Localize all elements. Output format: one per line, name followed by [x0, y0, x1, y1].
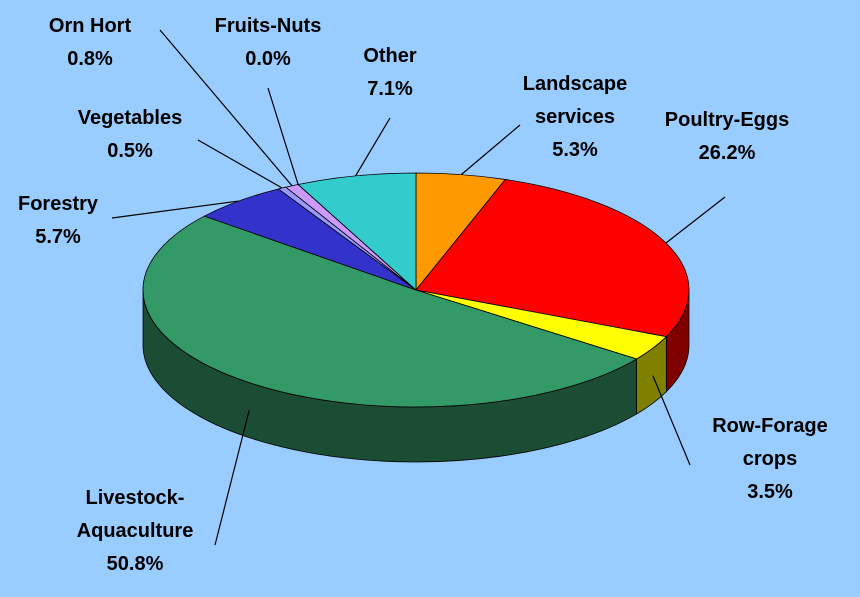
label-value: 5.7%: [35, 226, 81, 248]
leader-line: [460, 124, 521, 176]
label-value: 0.8%: [67, 48, 113, 70]
leader-line: [267, 87, 299, 185]
label-name: Forestry: [17, 193, 99, 215]
leader-line: [652, 375, 691, 466]
data-label: Row-Forage crops 3.5%: [685, 410, 855, 509]
leader-line: [214, 409, 250, 546]
data-label: Forestry 5.7%: [0, 188, 208, 254]
label-name: Orn Hort: [48, 15, 132, 37]
label-value: 26.2%: [698, 142, 756, 164]
data-label: Fruits-Nuts 0.0%: [118, 10, 418, 76]
leader-line: [111, 200, 239, 219]
label-name: Other: [363, 45, 417, 67]
data-label: Landscape services 5.3%: [510, 68, 640, 167]
label-value: 0.0%: [245, 48, 291, 70]
label-value: 7.1%: [367, 78, 413, 100]
leader-line: [665, 196, 726, 244]
leader-line: [355, 117, 391, 177]
data-label: Vegetables 0.5%: [0, 102, 280, 168]
label-name: Row-Forage crops: [712, 415, 828, 470]
label-name: Fruits-Nuts: [214, 15, 322, 37]
slice: [297, 172, 417, 291]
data-label: Other 7.1%: [240, 40, 540, 106]
data-label: Poultry-Eggs 26.2%: [577, 104, 860, 170]
label-name: Livestock-Aquaculture: [76, 487, 194, 542]
label-value: 3.5%: [747, 481, 793, 503]
data-label: Livestock-Aquaculture 50.8%: [70, 482, 200, 581]
label-name: Poultry-Eggs: [664, 109, 790, 131]
slice: [415, 179, 690, 338]
label-value: 5.3%: [552, 139, 598, 161]
label-name: Vegetables: [77, 107, 183, 129]
label-value: 0.5%: [107, 140, 153, 162]
slice: [142, 215, 638, 408]
leader-line: [159, 29, 293, 187]
leader-line: [197, 139, 283, 189]
data-label: Orn Hort 0.8%: [0, 10, 240, 76]
label-name: Landscape services: [522, 73, 628, 128]
label-value: 50.8%: [106, 553, 164, 575]
